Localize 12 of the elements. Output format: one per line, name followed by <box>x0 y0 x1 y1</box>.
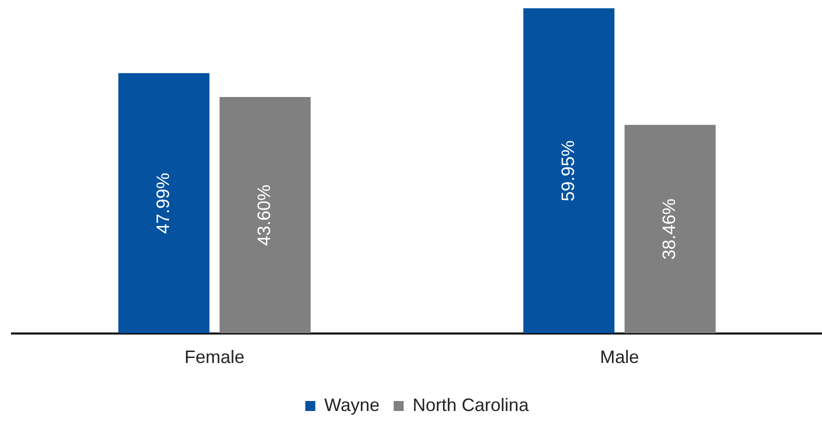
bar <box>118 73 210 334</box>
legend-label: Wayne <box>324 394 380 415</box>
x-tick-label: Male <box>600 347 640 368</box>
data-label: 59.95% <box>558 140 578 202</box>
legend-label: North Carolina <box>412 394 530 415</box>
x-tick-label: Female <box>184 347 245 368</box>
data-label: 47.99% <box>152 172 173 234</box>
data-label: 38.46% <box>659 198 680 260</box>
data-label: 43.60% <box>254 184 274 246</box>
bar <box>220 96 311 334</box>
bar <box>523 8 614 334</box>
bar <box>624 124 716 334</box>
